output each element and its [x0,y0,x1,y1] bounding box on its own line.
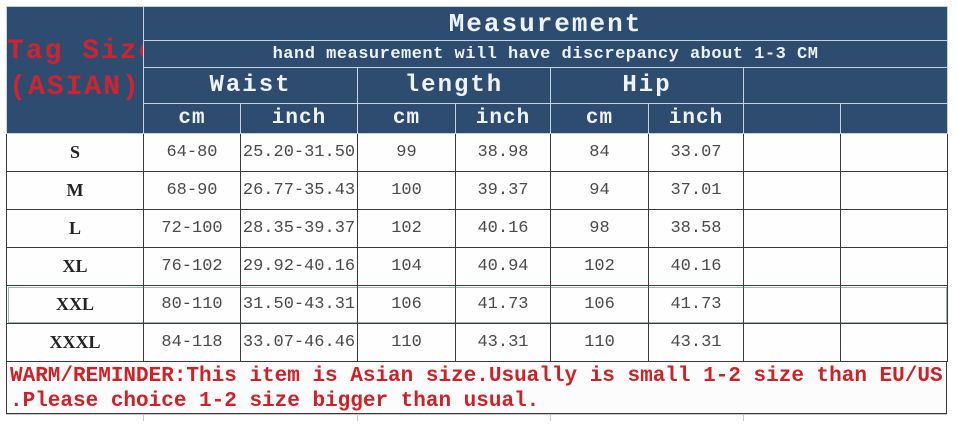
cell-hip-inch: 43.31 [648,323,744,362]
unit-empty-2 [839,103,949,134]
size-label: XXL [6,285,144,324]
cell-length-inch: 40.94 [455,247,551,286]
cell-hip-inch: 40.16 [648,247,744,286]
size-label: L [6,209,144,248]
cell-waist-cm: 72-100 [143,209,241,248]
column-group-length: length [357,67,551,104]
size-chart-table: Tag Size (ASIAN) Measurement hand measur… [6,6,949,362]
cell-length-cm: 104 [357,247,456,286]
tag-size-line1: Tag Size [7,36,144,67]
tag-size-line2: (ASIAN) [9,72,141,103]
unit-length-cm: cm [357,103,456,134]
size-label: XL [6,247,144,286]
size-label: XXXL [6,323,144,362]
cell-waist-inch: 26.77-35.43 [240,171,358,210]
cell-waist-cm: 68-90 [143,171,241,210]
cell-empty [839,209,949,248]
cell-waist-inch: 31.50-43.31 [240,285,358,324]
size-label: M [6,171,144,210]
cell-hip-inch: 38.58 [648,209,744,248]
cell-hip-cm: 102 [550,247,649,286]
cell-length-inch: 40.16 [455,209,551,248]
cell-length-inch: 39.37 [455,171,551,210]
cell-waist-inch: 28.35-39.37 [240,209,358,248]
table-row-xl: XL 76-102 29.92-40.16 104 40.94 102 40.1… [6,247,949,286]
cell-empty [743,247,841,286]
cell-hip-cm: 84 [550,133,649,172]
header-row-units: cm inch cm inch cm inch [7,103,949,134]
cell-hip-cm: 110 [550,323,649,362]
cell-waist-cm: 80-110 [143,285,241,324]
measurement-title: Measurement [142,6,949,41]
cell-hip-inch: 37.01 [648,171,744,210]
cell-empty [743,209,841,248]
cell-waist-cm: 64-80 [143,133,241,172]
header-row-subtitle: hand measurement will have discrepancy a… [7,40,949,68]
unit-hip-inch: inch [648,103,744,134]
table-row-s: S 64-80 25.20-31.50 99 38.98 84 33.07 [6,133,949,172]
table-row-xxxl: XXXL 84-118 33.07-46.46 110 43.31 110 43… [6,323,949,362]
table-row-l: L 72-100 28.35-39.37 102 40.16 98 38.58 [6,209,949,248]
tag-size-header: Tag Size (ASIAN) [6,6,144,134]
size-chart: Tag Size (ASIAN) Measurement hand measur… [6,6,949,423]
cell-length-cm: 106 [357,285,456,324]
size-label: S [6,133,144,172]
cell-hip-inch: 33.07 [648,133,744,172]
cell-length-inch: 38.98 [455,133,551,172]
unit-length-inch: inch [455,103,551,134]
unit-empty-1 [743,103,841,134]
header-row-groups: Waist length Hip [7,67,949,104]
cell-empty [839,171,949,210]
cell-length-cm: 100 [357,171,456,210]
cell-hip-cm: 94 [550,171,649,210]
cell-empty [839,133,949,172]
unit-waist-inch: inch [240,103,358,134]
cell-hip-inch: 41.73 [648,285,744,324]
cell-waist-inch: 29.92-40.16 [240,247,358,286]
reminder-warning: WARM/REMINDER:This item is Asian size.Us… [6,361,947,414]
column-group-hip: Hip [550,67,744,104]
cell-waist-cm: 84-118 [143,323,241,362]
cell-length-cm: 110 [357,323,456,362]
cell-empty [839,323,949,362]
header-row-title: Tag Size (ASIAN) Measurement [6,6,949,134]
cell-length-inch: 41.73 [455,285,551,324]
cell-hip-cm: 98 [550,209,649,248]
reminder-warning-line1: WARM/REMINDER:This item is Asian size.Us… [10,365,947,388]
cell-empty [743,133,841,172]
grid-remnant [6,414,947,423]
table-row-xxl: XXL 80-110 31.50-43.31 106 41.73 106 41.… [6,285,949,324]
cell-length-cm: 102 [357,209,456,248]
column-group-waist: Waist [143,67,358,104]
reminder-warning-line2: .Please choice 1-2 size bigger than usua… [10,390,540,413]
cell-empty [743,323,841,362]
cell-length-inch: 43.31 [455,323,551,362]
cell-empty [839,247,949,286]
cell-length-cm: 99 [357,133,456,172]
unit-hip-cm: cm [550,103,649,134]
table-row-m: M 68-90 26.77-35.43 100 39.37 94 37.01 [6,171,949,210]
measurement-subtitle: hand measurement will have discrepancy a… [142,40,949,68]
cell-waist-cm: 76-102 [143,247,241,286]
unit-waist-cm: cm [143,103,241,134]
cell-empty [743,285,841,324]
cell-hip-cm: 106 [550,285,649,324]
cell-waist-inch: 33.07-46.46 [240,323,358,362]
cell-empty [743,171,841,210]
column-group-empty [742,67,949,104]
cell-waist-inch: 25.20-31.50 [240,133,358,172]
cell-empty [839,285,949,324]
